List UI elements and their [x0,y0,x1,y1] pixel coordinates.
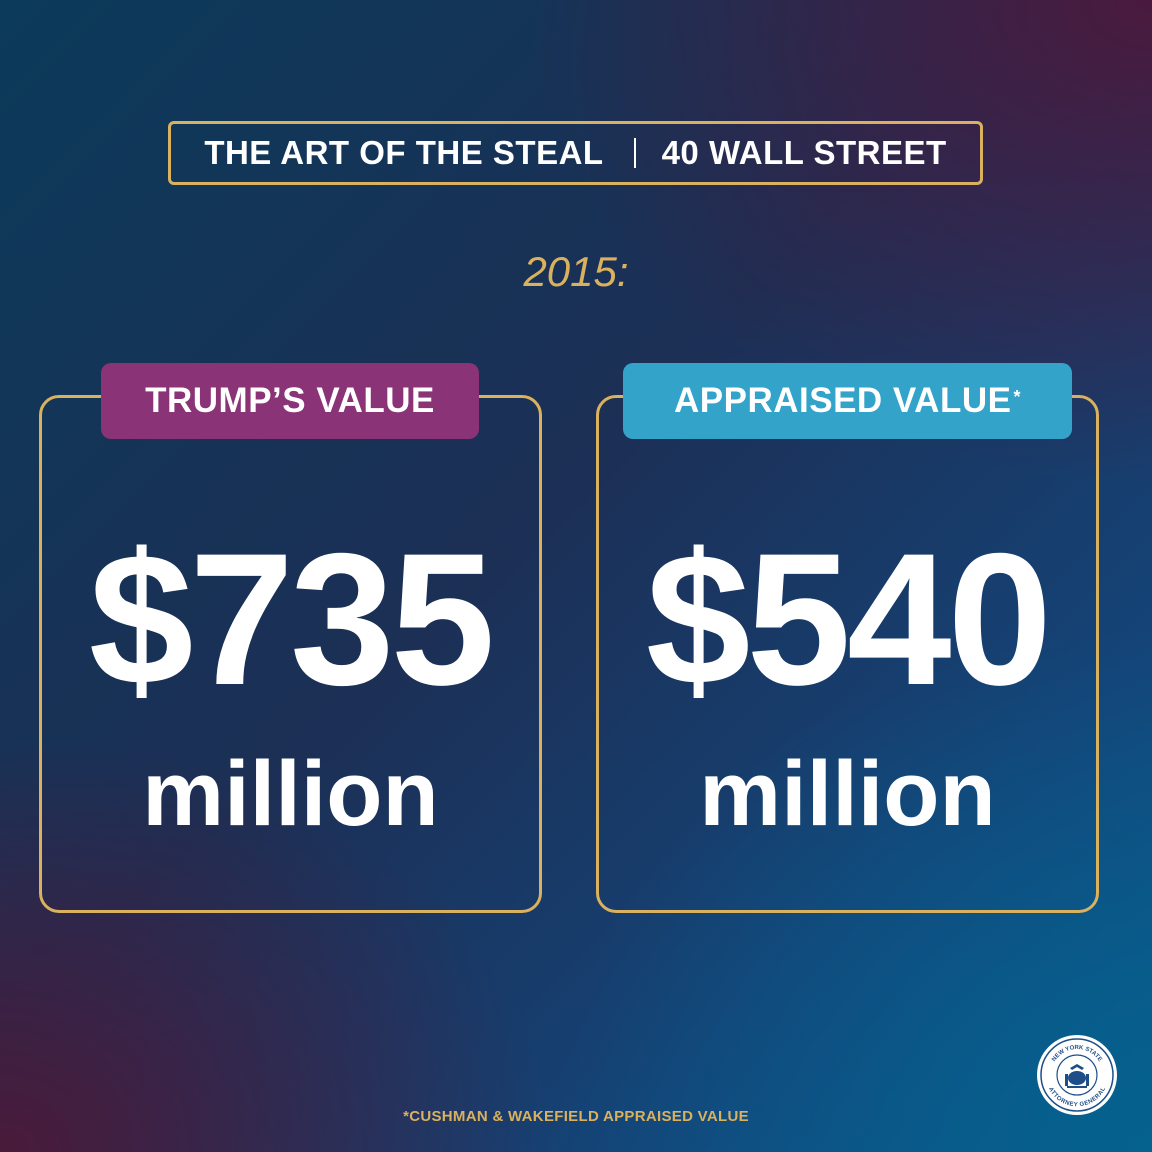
state-seal-icon: NEW YORK STATE ATTORNEY GENERAL [1037,1035,1117,1115]
trump-value-label: TRUMP’S VALUE [145,381,435,420]
banner-divider [633,138,636,168]
trump-value-amount: $735 [88,514,495,724]
appraised-value-label: APPRAISED VALUE [674,381,1012,420]
title-banner: THE ART OF THE STEAL 40 WALL STREET [168,121,983,185]
banner-title: THE ART OF THE STEAL [204,134,604,171]
footnote-marker: * [1013,386,1021,407]
trump-value-badge: TRUMP’S VALUE [101,363,479,439]
footnote: *CUSHMAN & WAKEFIELD APPRAISED VALUE [403,1108,749,1125]
trump-value-unit: million [142,743,439,845]
appraised-value-amount: $540 [645,514,1052,724]
appraised-value-unit: million [699,743,996,845]
appraised-value-badge: APPRAISED VALUE * [623,363,1072,439]
banner-subtitle: 40 WALL STREET [661,134,947,171]
year-label: 2015: [523,248,629,295]
